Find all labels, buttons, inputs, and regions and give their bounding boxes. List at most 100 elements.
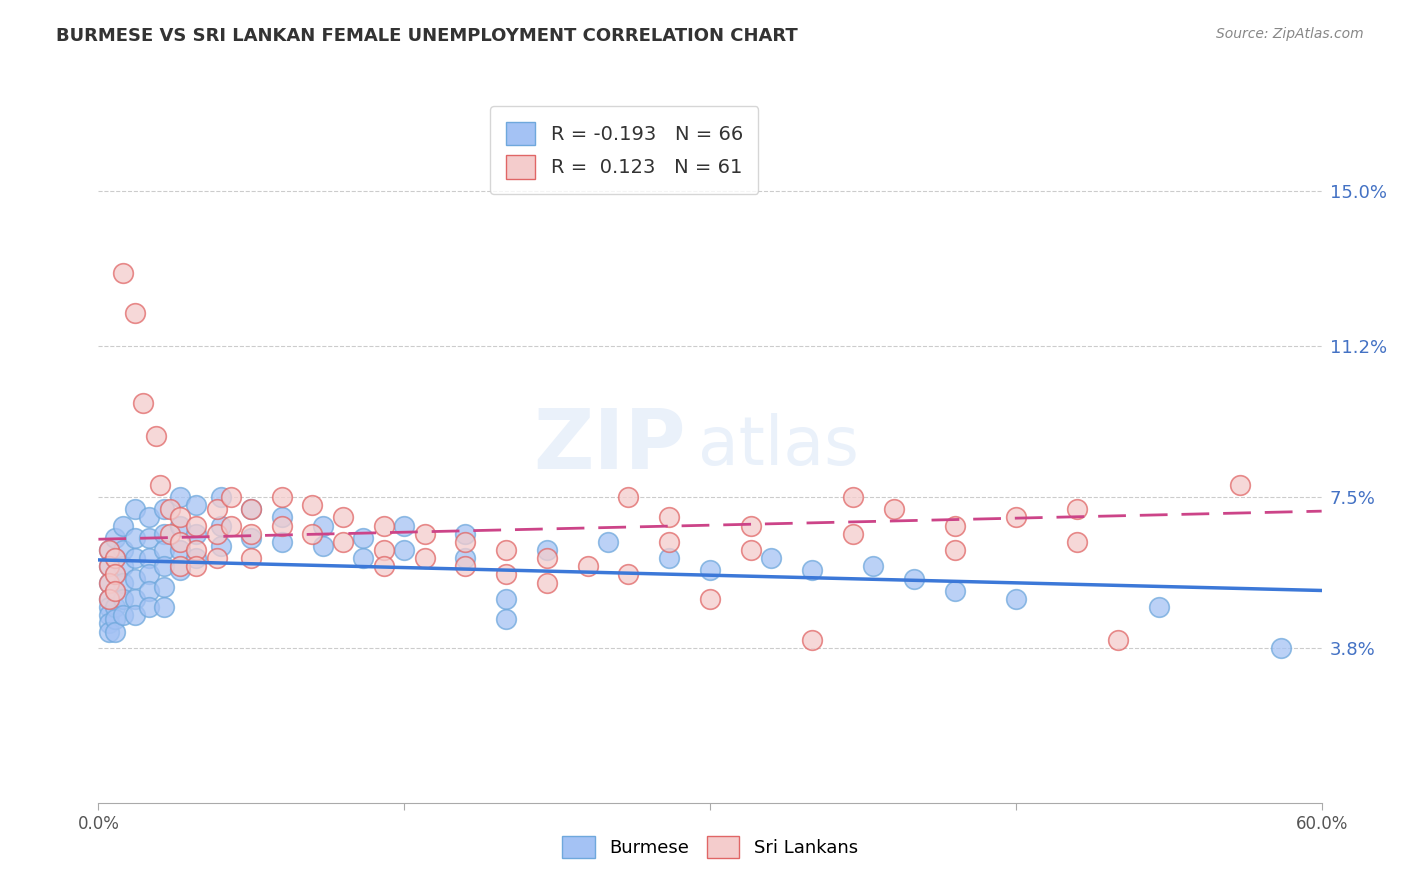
Point	[699, 591, 721, 606]
Point	[801, 563, 824, 577]
Point	[104, 583, 127, 598]
Point	[138, 551, 160, 566]
Point	[152, 559, 174, 574]
Point	[97, 559, 120, 574]
Point	[132, 396, 155, 410]
Point	[97, 608, 120, 623]
Point	[841, 526, 863, 541]
Point	[124, 306, 146, 320]
Point	[111, 575, 134, 590]
Point	[240, 551, 263, 566]
Point	[138, 510, 160, 524]
Point	[312, 539, 335, 553]
Point	[740, 518, 762, 533]
Point	[454, 559, 477, 574]
Point	[111, 518, 134, 533]
Point	[332, 534, 354, 549]
Point	[104, 600, 127, 615]
Point	[97, 575, 120, 590]
Point	[138, 567, 160, 582]
Point	[270, 534, 294, 549]
Text: ZIP: ZIP	[533, 406, 686, 486]
Point	[97, 559, 120, 574]
Point	[205, 502, 228, 516]
Point	[104, 567, 127, 582]
Point	[1066, 502, 1088, 516]
Point	[240, 526, 263, 541]
Text: atlas: atlas	[697, 413, 859, 479]
Point	[152, 502, 174, 516]
Text: BURMESE VS SRI LANKAN FEMALE UNEMPLOYMENT CORRELATION CHART: BURMESE VS SRI LANKAN FEMALE UNEMPLOYMEN…	[56, 27, 799, 45]
Point	[169, 559, 191, 574]
Point	[536, 575, 558, 590]
Point	[413, 526, 436, 541]
Point	[97, 624, 120, 639]
Point	[1107, 632, 1129, 647]
Point	[1004, 591, 1026, 606]
Point	[392, 518, 416, 533]
Point	[658, 510, 681, 524]
Point	[373, 559, 395, 574]
Point	[169, 543, 191, 558]
Point	[495, 543, 517, 558]
Point	[883, 502, 905, 516]
Point	[159, 502, 181, 516]
Point	[495, 612, 517, 626]
Point	[801, 632, 824, 647]
Point	[186, 518, 208, 533]
Point	[943, 583, 966, 598]
Point	[841, 490, 863, 504]
Point	[111, 266, 134, 280]
Point	[97, 591, 120, 606]
Point	[862, 559, 884, 574]
Point	[943, 543, 966, 558]
Point	[495, 567, 517, 582]
Point	[97, 600, 120, 615]
Point	[138, 583, 160, 598]
Point	[240, 502, 263, 516]
Point	[97, 543, 120, 558]
Point	[104, 551, 127, 566]
Point	[104, 551, 127, 566]
Point	[1270, 640, 1292, 655]
Point	[270, 490, 294, 504]
Point	[413, 551, 436, 566]
Point	[301, 526, 323, 541]
Point	[576, 559, 599, 574]
Point	[301, 498, 323, 512]
Point	[138, 531, 160, 545]
Point	[97, 543, 120, 558]
Point	[332, 510, 354, 524]
Point	[159, 526, 181, 541]
Point	[145, 429, 167, 443]
Point	[658, 551, 681, 566]
Point	[761, 551, 783, 566]
Point	[740, 543, 762, 558]
Point	[152, 526, 174, 541]
Point	[240, 502, 263, 516]
Point	[536, 543, 558, 558]
Point	[152, 580, 174, 594]
Point	[617, 490, 640, 504]
Point	[186, 543, 208, 558]
Point	[104, 531, 127, 545]
Point	[240, 531, 263, 545]
Point	[104, 583, 127, 598]
Point	[97, 575, 120, 590]
Point	[598, 534, 620, 549]
Point	[111, 543, 134, 558]
Point	[1066, 534, 1088, 549]
Point	[186, 526, 208, 541]
Point	[186, 498, 208, 512]
Point	[1004, 510, 1026, 524]
Point	[209, 539, 232, 553]
Point	[658, 534, 681, 549]
Point	[454, 534, 477, 549]
Point	[943, 518, 966, 533]
Point	[270, 510, 294, 524]
Point	[104, 612, 127, 626]
Point	[186, 559, 208, 574]
Point	[495, 591, 517, 606]
Point	[169, 510, 191, 524]
Point	[352, 551, 374, 566]
